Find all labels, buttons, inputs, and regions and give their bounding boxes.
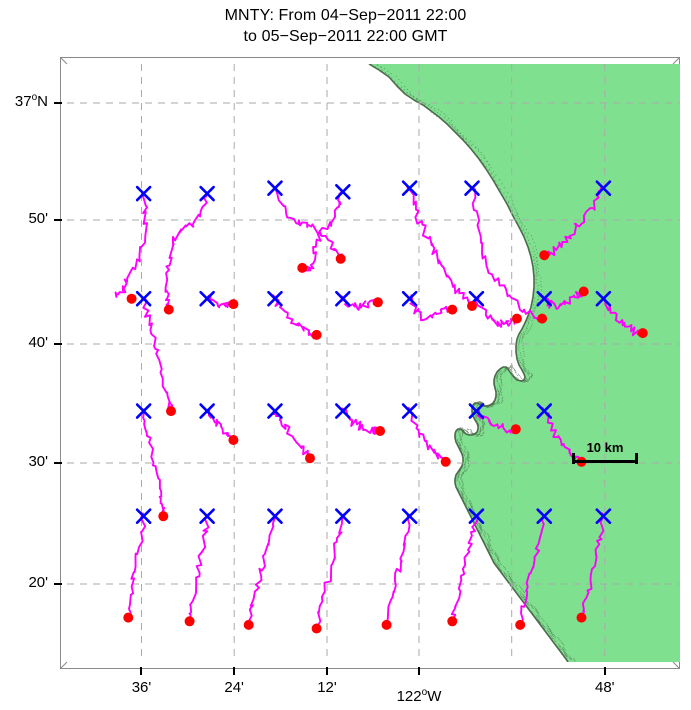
start-marker bbox=[199, 508, 215, 524]
x-tick-label-2: 12' bbox=[317, 679, 337, 696]
end-marker bbox=[184, 616, 195, 627]
start-marker bbox=[536, 508, 553, 524]
start-marker bbox=[595, 180, 612, 196]
start-marker bbox=[468, 403, 485, 419]
y-tick-label-4: 20' bbox=[28, 574, 48, 592]
end-marker bbox=[311, 329, 322, 340]
y-tick-label-1: 50' bbox=[28, 210, 48, 228]
scale-bar-label: 10 km bbox=[586, 440, 624, 455]
start-marker bbox=[267, 403, 283, 419]
trajectory-layer bbox=[114, 186, 644, 630]
start-marker bbox=[401, 403, 418, 419]
end-marker bbox=[515, 619, 526, 630]
gridline-layer bbox=[67, 64, 680, 662]
x-tick-mark-4 bbox=[603, 667, 606, 675]
x-tick-mark-0 bbox=[140, 667, 143, 675]
x-tick-mark-3 bbox=[417, 667, 420, 675]
x-tick-mark-1 bbox=[233, 667, 236, 675]
title-line-2: to 05−Sep−2011 22:00 GMT bbox=[243, 28, 448, 45]
end-marker bbox=[578, 286, 589, 297]
start-marker bbox=[135, 403, 152, 419]
end-marker bbox=[447, 304, 458, 315]
start-marker bbox=[401, 290, 418, 307]
end-marker bbox=[576, 612, 587, 623]
x-tick-label-3: 122oW bbox=[396, 687, 442, 706]
start-marker bbox=[199, 403, 215, 419]
x-tick-label-0: 36' bbox=[131, 679, 152, 696]
start-marker-layer bbox=[135, 180, 612, 524]
start-marker bbox=[267, 180, 283, 196]
end-marker bbox=[375, 426, 386, 436]
start-marker bbox=[267, 290, 283, 307]
end-marker bbox=[372, 297, 383, 308]
y-tick-mark-1 bbox=[54, 219, 62, 222]
start-marker bbox=[595, 508, 612, 524]
scale-bar-tick-right bbox=[635, 453, 638, 464]
map-svg bbox=[67, 64, 680, 662]
end-marker bbox=[305, 453, 315, 464]
end-marker bbox=[123, 612, 134, 623]
x-tick-mark-2 bbox=[325, 667, 328, 675]
end-marker bbox=[243, 619, 254, 630]
start-marker bbox=[536, 403, 553, 419]
end-marker bbox=[510, 424, 521, 435]
y-tick-label-2: 40' bbox=[28, 333, 48, 351]
end-marker bbox=[447, 616, 458, 627]
y-tick-label-0: 37oN bbox=[14, 91, 48, 110]
start-marker bbox=[199, 290, 215, 307]
start-marker bbox=[464, 180, 480, 196]
end-marker bbox=[166, 406, 176, 417]
frame-corner-diagonals bbox=[60, 57, 680, 669]
end-marker bbox=[163, 304, 174, 315]
end-marker bbox=[228, 435, 239, 445]
end-marker bbox=[539, 250, 550, 261]
start-marker bbox=[335, 183, 351, 200]
y-tick-mark-3 bbox=[54, 461, 62, 464]
plot-frame bbox=[60, 57, 680, 669]
start-marker bbox=[468, 508, 485, 524]
title-line-1: MNTY: From 04−Sep−2011 22:00 bbox=[224, 7, 467, 24]
start-marker bbox=[335, 508, 351, 524]
end-marker bbox=[440, 456, 451, 467]
start-marker bbox=[401, 508, 418, 524]
start-marker bbox=[536, 290, 553, 307]
page-title: MNTY: From 04−Sep−2011 22:00 to 05−Sep−2… bbox=[0, 5, 691, 47]
start-marker bbox=[335, 403, 351, 419]
start-marker bbox=[135, 508, 152, 524]
scale-bar-tick-left bbox=[572, 453, 575, 464]
end-marker-layer bbox=[123, 250, 648, 634]
start-marker bbox=[335, 290, 351, 307]
end-marker bbox=[228, 299, 239, 310]
scale-bar-rule bbox=[572, 460, 638, 463]
end-marker bbox=[158, 511, 169, 522]
y-tick-mark-2 bbox=[54, 342, 62, 345]
land-layer bbox=[368, 64, 680, 662]
start-marker bbox=[595, 290, 612, 307]
start-marker bbox=[135, 290, 152, 307]
end-marker bbox=[467, 301, 477, 311]
start-marker bbox=[199, 185, 215, 202]
y-tick-mark-0 bbox=[54, 101, 62, 104]
start-marker bbox=[267, 508, 283, 524]
scale-bar: 10 km bbox=[570, 440, 640, 470]
start-marker bbox=[401, 180, 418, 196]
end-marker bbox=[335, 253, 346, 264]
end-marker bbox=[511, 313, 522, 324]
x-tick-label-4: 48' bbox=[595, 679, 615, 696]
end-marker bbox=[381, 619, 392, 630]
y-tick-label-3: 30' bbox=[28, 452, 48, 470]
y-tick-mark-4 bbox=[54, 583, 62, 586]
x-tick-label-1: 24' bbox=[224, 679, 244, 696]
end-marker bbox=[311, 623, 322, 634]
end-marker bbox=[126, 293, 137, 304]
map-canvas bbox=[67, 64, 680, 662]
end-marker bbox=[297, 262, 308, 273]
end-marker bbox=[537, 313, 548, 324]
end-marker bbox=[637, 328, 648, 339]
start-marker bbox=[135, 185, 152, 202]
